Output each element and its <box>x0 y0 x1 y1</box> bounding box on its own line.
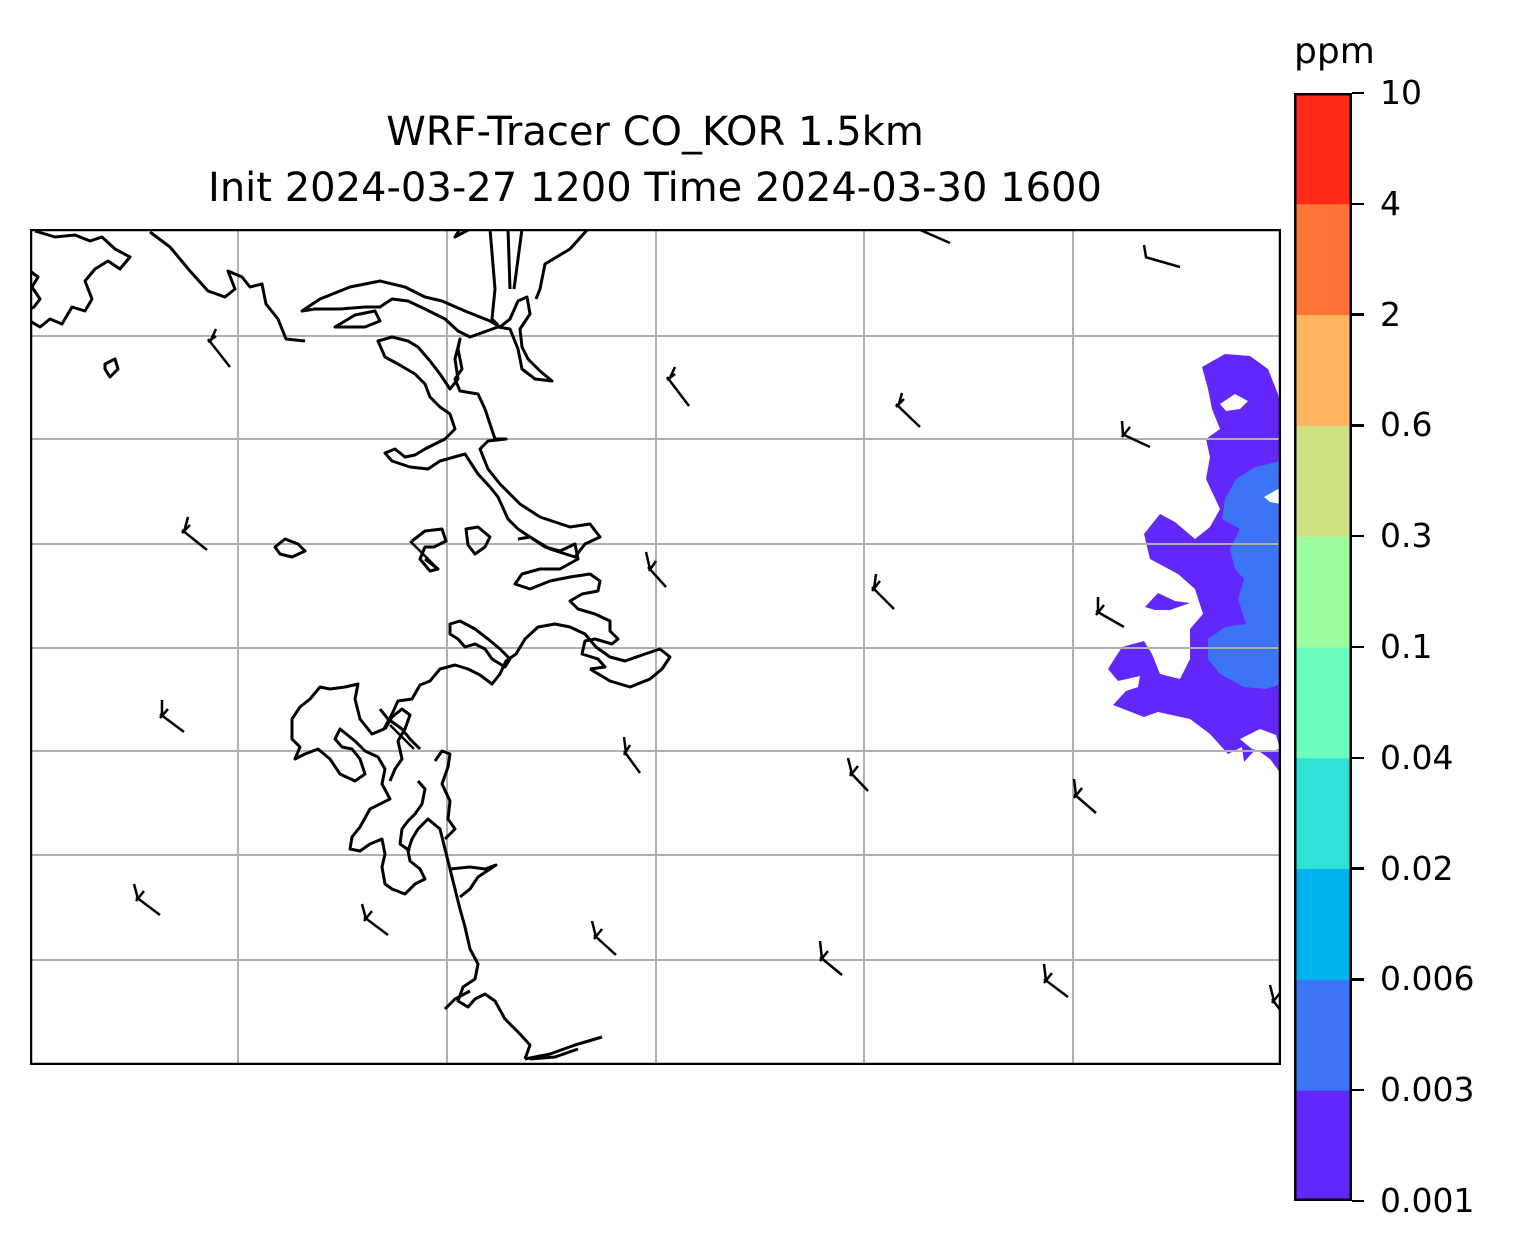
colorbar-unit-label: ppm <box>1294 31 1375 72</box>
colorbar-tick-label: 0.3 <box>1380 516 1433 556</box>
colorbar-tick <box>1352 756 1364 760</box>
colorbar <box>1294 93 1352 1202</box>
colorbar-tick <box>1352 645 1364 649</box>
chart-title-line2: Init 2024-03-27 1200 Time 2024-03-30 160… <box>208 165 1102 211</box>
colorbar-tick <box>1352 978 1364 981</box>
colorbar-tick <box>1352 867 1364 870</box>
coastlines <box>30 229 672 1061</box>
tracer-plume-0.003 <box>1208 461 1281 689</box>
colorbar-tick-label: 0.003 <box>1380 1070 1475 1110</box>
map-panel <box>30 229 1281 1065</box>
colorbar-swatch-4 <box>1294 93 1352 205</box>
colorbar-tick-label: 0.1 <box>1380 627 1433 666</box>
colorbar-tick-label: 0.02 <box>1380 848 1454 888</box>
colorbar-swatch-0.001 <box>1294 1090 1352 1202</box>
colorbar-tick <box>1352 1199 1364 1203</box>
colorbar-tick-label: 4 <box>1380 183 1401 223</box>
colorbar-tick <box>1352 202 1364 206</box>
colorbar-swatch-2 <box>1294 203 1352 316</box>
colorbar-tick <box>1352 1088 1364 1092</box>
colorbar-tick-label: 2 <box>1380 294 1401 334</box>
colorbar-tick-label: 0.6 <box>1380 405 1433 445</box>
colorbar-tick <box>1352 424 1364 427</box>
colorbar-swatch-0.006 <box>1294 868 1352 980</box>
chart-title-line1: WRF-Tracer CO_KOR 1.5km <box>386 109 924 155</box>
colorbar-tick-label: 0.001 <box>1380 1181 1475 1220</box>
colorbar-tick-label: 0.006 <box>1380 959 1475 999</box>
colorbar-swatch-0.04 <box>1294 647 1352 759</box>
colorbar-tick <box>1352 313 1364 316</box>
colorbar-swatch-0.1 <box>1294 536 1352 648</box>
colorbar-tick-label: 10 <box>1380 73 1422 112</box>
colorbar-swatch-0.6 <box>1294 314 1352 426</box>
colorbar-swatch-0.02 <box>1294 757 1352 870</box>
colorbar-swatch-0.3 <box>1294 425 1352 537</box>
colorbar-tick <box>1352 91 1364 95</box>
colorbar-swatches <box>1294 93 1352 1202</box>
colorbar-tick <box>1352 534 1364 538</box>
colorbar-frame <box>1294 93 1352 1201</box>
colorbar-tick-label: 0.04 <box>1380 737 1454 777</box>
gridlines <box>30 229 1281 1065</box>
colorbar-swatch-0.003 <box>1294 979 1352 1091</box>
map-frame <box>30 229 1281 1065</box>
wind-barbs <box>132 229 1281 1012</box>
